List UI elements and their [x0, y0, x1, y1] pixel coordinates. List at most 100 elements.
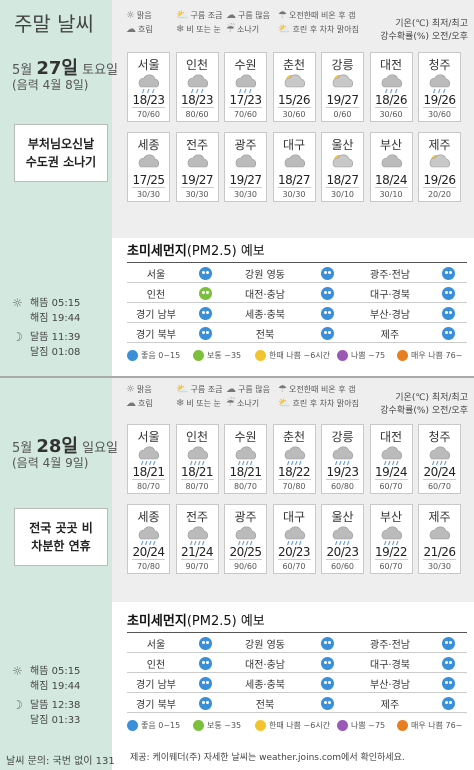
cloudy-icon: ☁ — [226, 10, 236, 21]
dust-row: 경기 남부 세종·충북 부산·경남 — [127, 303, 467, 323]
shower-icon — [232, 72, 261, 94]
city-name: 강릉 — [331, 430, 354, 444]
city-name: 청주 — [428, 58, 451, 72]
legend-label: 비 또는 눈 — [186, 399, 221, 408]
legend-label: 구름 조금 — [190, 385, 223, 394]
temperature-range: 19/23 — [326, 465, 359, 479]
city-name: 세종 — [137, 510, 160, 524]
city-forecast-card: 대전 19/24 60/70 — [369, 424, 413, 494]
day1-headline-line1: 부처님오신날 — [27, 137, 95, 151]
precipitation-probability: 30/30 — [419, 559, 460, 571]
good-face-icon — [321, 306, 334, 320]
dust-face-icon — [337, 350, 348, 361]
sun-icon: ☼ — [12, 664, 23, 678]
city-name: 제주 — [428, 138, 451, 152]
dust-level-icon — [430, 693, 467, 713]
dust-row: 경기 북부 전북 제주 — [127, 693, 467, 713]
good-face-icon — [198, 326, 212, 340]
temperature-range: 20/23 — [326, 545, 359, 559]
dust-level-icon — [185, 283, 225, 303]
dust-legend-item: 보통 ~35 — [193, 720, 241, 731]
morning-rain-icon: ☂ — [278, 10, 287, 21]
unit-legend: 기온(℃) 최저/최고 강수확률(%) 오전/오후 — [380, 392, 468, 418]
city-name: 대구 — [282, 510, 306, 524]
city-forecast-card: 서울 18/21 80/70 — [127, 424, 170, 494]
city-forecast-card: 대전 18/26 30/60 — [369, 52, 413, 122]
rain-snow-icon: ❄ — [176, 24, 185, 35]
temperature-range: 19/27 — [180, 173, 214, 187]
precipitation-probability: 30/60 — [419, 107, 460, 119]
precipitation-probability: 80/60 — [177, 107, 218, 119]
legend-item: ☔ 소나기 — [226, 24, 259, 35]
weather-icon-legend: ☼ 맑음 ⛅ 구름 조금 ☁ 구름 많음 ☂ 오전한때 비온 후 갬 ☁ 흐림 ❄ 비 또는 눈 ☔ 소나… — [126, 384, 470, 412]
precipitation-probability: 0/60 — [322, 107, 363, 119]
good-face-icon — [198, 656, 212, 670]
footer-contact: 날씨 문의: 국번 없이 131 — [6, 756, 115, 767]
rain-icon — [426, 444, 455, 466]
dust-level-icon — [185, 693, 225, 713]
dust-legend-item: 매우 나쁨 76~ — [397, 720, 462, 731]
city-forecast-card: 부산 19/22 60/70 — [369, 504, 413, 574]
dust-title-main: 초미세먼지 — [127, 614, 187, 629]
legend-label: 흐림 — [138, 25, 153, 34]
rain-icon — [232, 444, 261, 466]
shower-icon: ☔ — [226, 24, 235, 35]
dust-face-icon — [127, 720, 138, 731]
region-name: 세종·충북 — [245, 679, 285, 691]
dust-face-icon — [255, 350, 266, 361]
dust-level-icon — [185, 673, 225, 693]
dust-level-icon — [305, 283, 350, 303]
precipitation-probability: 60/70 — [419, 479, 460, 491]
city-name: 울산 — [331, 138, 354, 152]
temperature-range: 15/26 — [277, 93, 311, 107]
temperature-range: 18/21 — [180, 465, 214, 479]
temperature-range: 18/22 — [277, 465, 311, 479]
clearing-icon: ⛅ — [278, 398, 291, 409]
rain-icon — [378, 524, 407, 546]
dust-legend-item: 나쁨 ~75 — [337, 720, 385, 731]
dust-level-icon — [305, 693, 350, 713]
rain-snow-icon: ❄ — [176, 398, 185, 409]
city-forecast-card: 전주 21/24 90/70 — [175, 504, 219, 574]
dust-face-icon — [193, 720, 204, 731]
temperature-range: 20/25 — [229, 545, 262, 559]
city-name: 부산 — [379, 138, 403, 152]
good-face-icon — [442, 696, 455, 710]
dust-level-icon — [430, 653, 467, 673]
good-face-icon — [198, 696, 212, 710]
city-forecast-card: 서울 18/23 70/60 — [127, 52, 170, 122]
dust-legend-label: 나쁨 ~75 — [351, 721, 386, 730]
region-name: 대전·충남 — [245, 659, 285, 671]
precipitation-probability: 30/30 — [225, 187, 266, 199]
cloudy-icon: ☁ — [226, 384, 236, 395]
city-name: 서울 — [137, 430, 160, 444]
clearing-icon: ⛅ — [278, 24, 291, 35]
city-name: 춘천 — [282, 430, 306, 444]
moon-icon: ☽ — [12, 330, 23, 344]
city-forecast-card: 대구 18/27 30/30 — [272, 132, 316, 202]
region-name: 강원 영동 — [245, 269, 285, 281]
city-forecast-card: 강릉 19/27 0/60 — [321, 52, 364, 122]
good-face-icon — [442, 636, 455, 650]
dust-title-sub: (PM2.5) 예보 — [186, 244, 265, 259]
precipitation-probability: 60/80 — [322, 479, 363, 491]
legend-label: 구름 많음 — [238, 385, 270, 394]
dust-level-icon — [305, 673, 350, 693]
legend-item: ☁ 흐림 — [126, 24, 153, 35]
temperature-range: 17/25 — [132, 173, 165, 187]
rain-icon — [329, 444, 358, 466]
precipitation-probability: 70/60 — [225, 107, 266, 119]
partly-cloudy-icon: ⛅ — [176, 384, 189, 395]
precipitation-probability: 80/70 — [177, 479, 218, 491]
good-face-icon — [198, 676, 212, 690]
region-name: 서울 — [146, 639, 166, 651]
rain-icon — [184, 444, 213, 466]
city-forecast-card: 울산 20/23 60/60 — [321, 504, 364, 574]
rain-icon — [378, 444, 407, 466]
day2-headline-line2: 차분한 연휴 — [31, 539, 91, 553]
dust-level-icon — [185, 653, 225, 673]
city-name: 대전 — [379, 58, 403, 72]
dust-level-icon — [185, 323, 225, 343]
dust-row: 인천 대전·충남 대구·경북 — [127, 283, 467, 303]
city-name: 광주 — [234, 510, 257, 524]
